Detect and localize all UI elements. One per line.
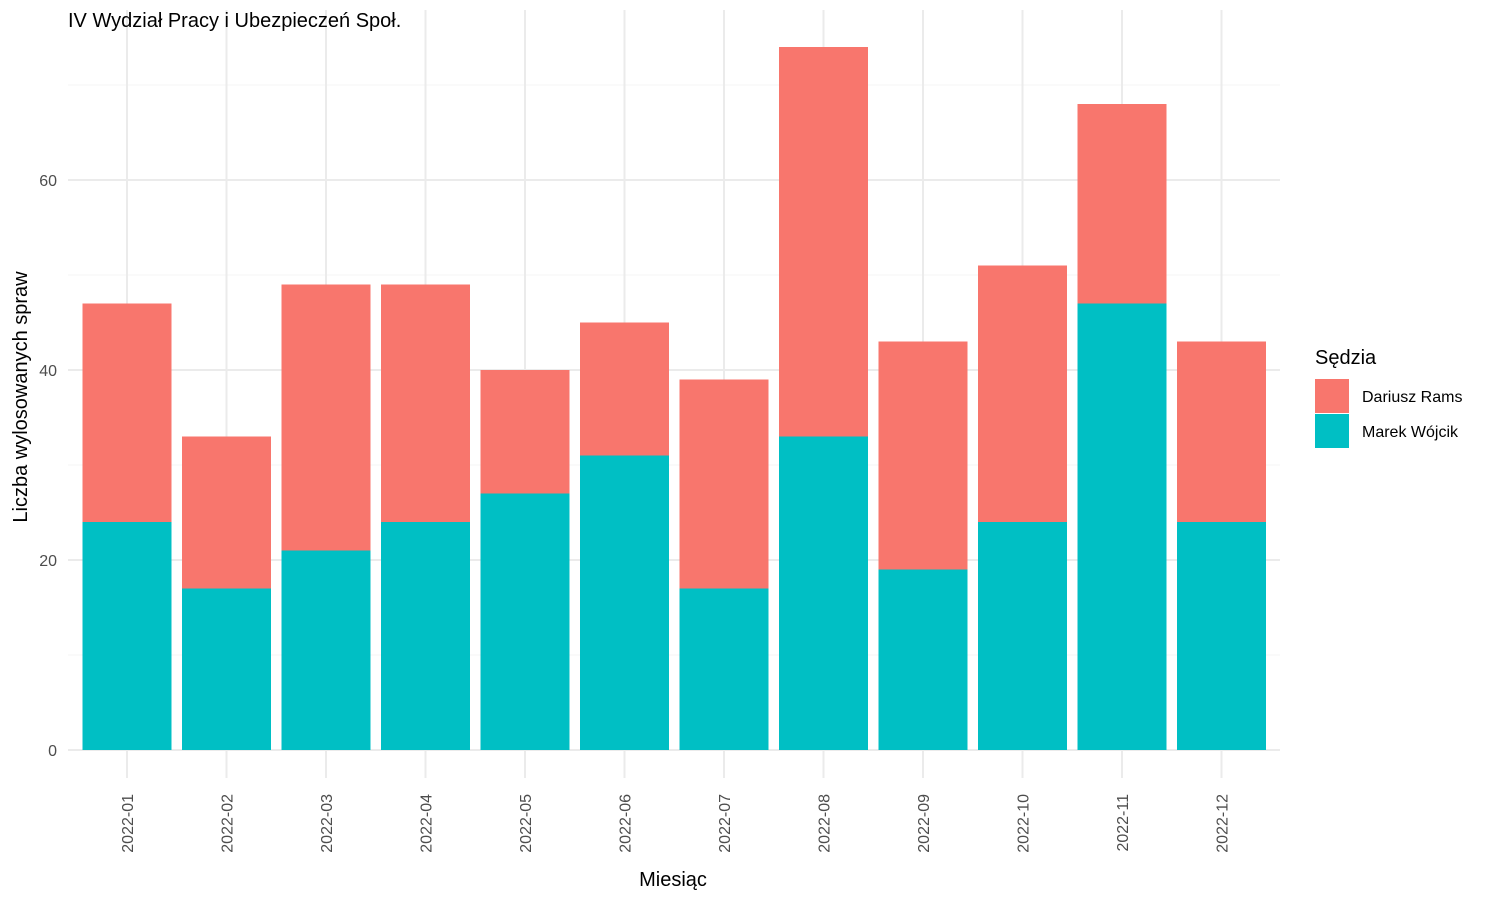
bar-segment: [82, 303, 172, 522]
y-axis-ticks: 0 20 40 60: [39, 173, 57, 760]
y-tick-label: 40: [39, 363, 57, 380]
bars: [82, 47, 1266, 750]
x-tick-label: 2022-12: [1215, 794, 1232, 853]
bar-segment: [580, 455, 669, 750]
x-tick-label: 2022-05: [518, 794, 535, 853]
bar-segment: [1177, 341, 1266, 522]
y-tick-label: 60: [39, 173, 57, 190]
bar-segment: [182, 588, 271, 750]
bar-segment: [82, 522, 172, 750]
y-tick-label: 20: [39, 553, 57, 570]
x-tick-label: 2022-06: [618, 794, 635, 853]
bar-segment: [878, 569, 968, 750]
x-tick-label: 2022-03: [319, 794, 336, 853]
bar-segment: [679, 588, 769, 750]
legend-title: Sędzia: [1315, 347, 1377, 369]
x-tick-label: 2022-10: [1016, 794, 1033, 853]
x-axis-ticks: 2022-01 2022-02 2022-03 2022-04 2022-05 2022-…: [120, 794, 1232, 853]
x-tick-label: 2022-11: [1115, 794, 1132, 852]
bar-segment: [978, 265, 1067, 522]
x-tick-label: 2022-02: [220, 794, 237, 853]
bar-segment: [381, 522, 470, 750]
x-axis-title: Miesiąc: [639, 869, 707, 891]
legend-label: Marek Wójcik: [1362, 424, 1459, 441]
bar-segment: [281, 550, 371, 750]
bar-segment: [480, 370, 570, 494]
bar-segment: [480, 493, 570, 750]
legend-swatch: [1315, 379, 1349, 413]
bar-segment: [281, 284, 371, 551]
y-tick-label: 0: [48, 743, 57, 760]
x-tick-label: 2022-07: [717, 794, 734, 853]
x-tick-label: 2022-04: [419, 794, 436, 853]
legend-label: Dariusz Rams: [1362, 389, 1462, 406]
bar-segment: [1077, 104, 1167, 304]
bar-segment: [978, 522, 1067, 750]
bar-segment: [1077, 303, 1167, 750]
bar-segment: [679, 379, 769, 589]
bar-segment: [182, 436, 271, 589]
x-tick-label: 2022-08: [817, 794, 834, 853]
bar-segment: [580, 322, 669, 456]
chart-title: IV Wydział Pracy i Ubezpieczeń Społ.: [68, 10, 401, 32]
bar-segment: [1177, 522, 1266, 750]
y-axis-title: Liczba wylosowanych spraw: [10, 271, 32, 523]
x-tick-label: 2022-09: [916, 794, 933, 853]
bar-segment: [381, 284, 470, 522]
legend: Sędzia Dariusz Rams Marek Wójcik: [1315, 347, 1462, 448]
bar-segment: [779, 436, 868, 750]
legend-swatch: [1315, 414, 1349, 448]
x-tick-label: 2022-01: [120, 794, 137, 853]
bar-segment: [779, 47, 868, 437]
bar-segment: [878, 341, 968, 570]
